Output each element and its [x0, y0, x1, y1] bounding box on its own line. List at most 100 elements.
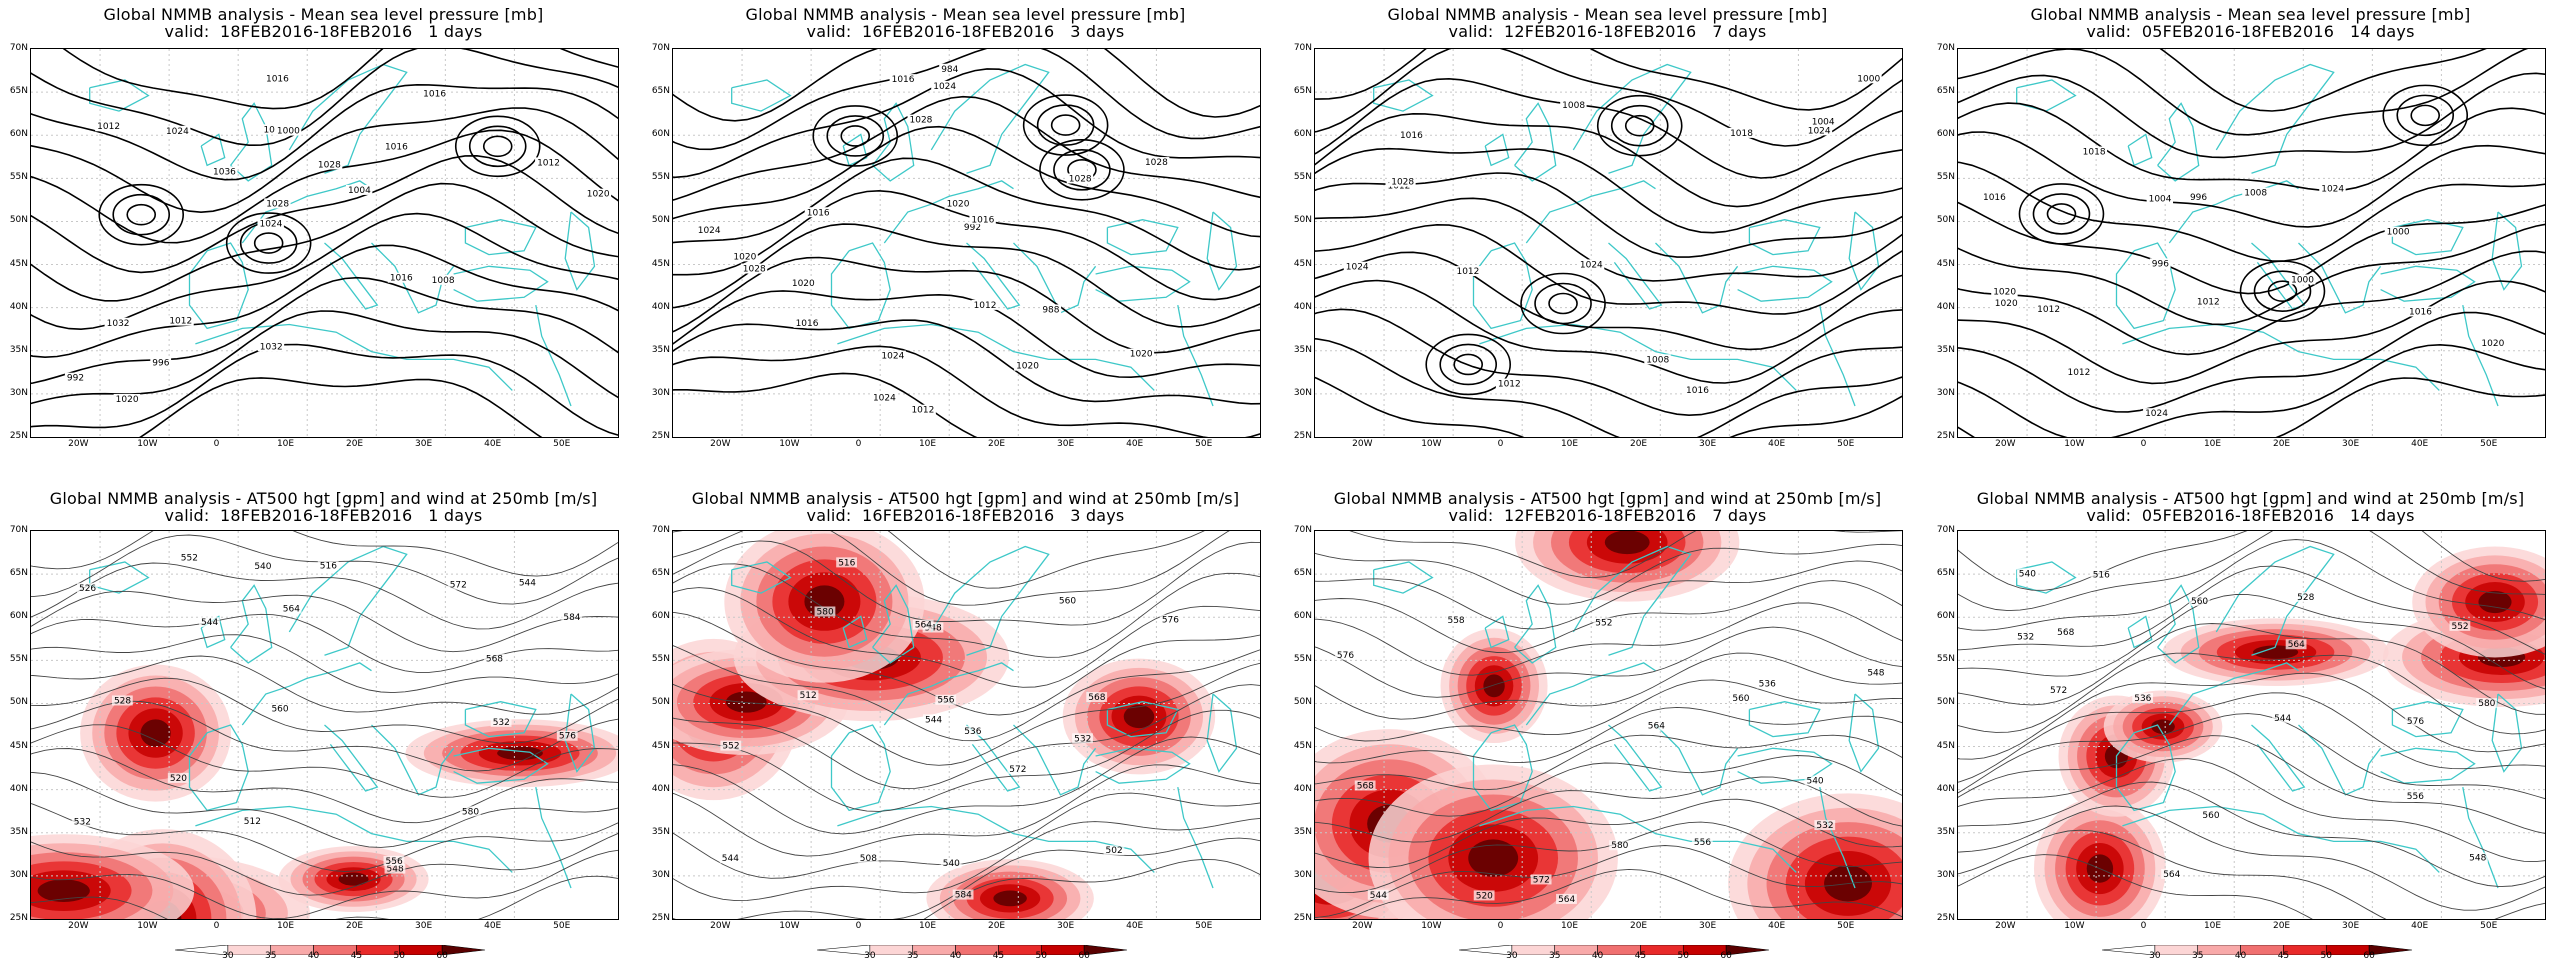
contour-label-bg: [429, 274, 457, 285]
closed-isobar: [1520, 272, 1606, 335]
contour-label-bg: [490, 716, 512, 727]
contour-label: 1004: [2149, 195, 2172, 205]
closed-isobar: [225, 212, 312, 274]
pressure-isobar: [1958, 201, 2545, 295]
longitude-label: 20W: [1995, 921, 2016, 931]
latitude-label: 50N: [9, 697, 28, 708]
coastline: [241, 662, 372, 726]
contour-label: 1024: [2321, 184, 2344, 194]
contour-label: 540: [943, 859, 960, 869]
contour-label: 996: [2190, 193, 2207, 203]
coastline: [830, 242, 891, 330]
pressure-isobar: [31, 83, 618, 181]
contour-label-bg: [1354, 780, 1376, 791]
contour-label-bg: [516, 577, 538, 588]
contour-label: 564: [1648, 722, 1665, 732]
contour-label-bg: [740, 263, 768, 274]
wind-speed-shading: [1483, 674, 1505, 698]
contour-label-bg: [2146, 193, 2174, 204]
height-contour: [1958, 672, 2545, 760]
contour-label: 1012: [2067, 368, 2090, 378]
pressure-isobar: [1315, 308, 1902, 417]
wind-speed-shading: [497, 746, 543, 761]
contour-label-bg: [969, 214, 996, 225]
contour-label-bg: [2467, 852, 2488, 863]
longitude-label: 20E: [345, 921, 364, 931]
contour-label: 996: [2152, 259, 2169, 269]
latitude-label: 40N: [651, 301, 670, 312]
contour-label: 580: [817, 607, 834, 617]
closed-isobar: [1053, 148, 1111, 191]
contour-label: 536: [964, 727, 981, 737]
coastline: [1608, 724, 1663, 792]
coastline: [930, 63, 1050, 174]
colorbar-bin: [441, 944, 486, 956]
coastline: [188, 724, 249, 812]
contour-label: 512: [244, 817, 261, 827]
wind-speed-shading: [338, 872, 369, 886]
latitude-label: 35N: [9, 344, 28, 355]
colorbar-tick-label: 35: [1548, 951, 1561, 961]
map-canvas: 1008 1012 1000 1004 1008 1012 1016 1018 1024 1024…: [1315, 49, 1902, 437]
contour-label: 1004: [1812, 118, 1835, 128]
coastline: [1106, 219, 1179, 256]
contour-label-bg: [1103, 845, 1125, 856]
panel-valid-date: valid: 18FEB2016-18FEB2016 1 days: [164, 506, 483, 525]
contour-label: 560: [2191, 597, 2208, 607]
colorbar-tick-label: 60: [1078, 951, 1090, 961]
contour-label-bg: [315, 159, 343, 170]
contour-label-bg: [2132, 692, 2154, 703]
longitude-label: 10W: [1421, 921, 1442, 931]
longitude-label: 10E: [276, 921, 295, 931]
latitude-label: 65N: [1936, 568, 1955, 579]
longitude-label: 10E: [2203, 439, 2222, 449]
latitude-label: 65N: [1293, 86, 1312, 97]
latitude-label: 70N: [9, 525, 28, 535]
colorbar-strip: [1458, 944, 1770, 956]
contour-label: 1024: [259, 220, 282, 230]
contour-label: 580: [1611, 841, 1628, 851]
map-area: 996 996 1000 1000 1004 1008 1012 1016 1012 1012 10…: [1957, 48, 2546, 438]
latitude-label: 35N: [1293, 826, 1312, 837]
contour-label-bg: [1454, 266, 1481, 277]
latitude-label: 55N: [1936, 172, 1955, 183]
latitude-label: 65N: [1293, 568, 1312, 579]
coastline: [2251, 242, 2306, 310]
contour-label-bg: [384, 863, 406, 874]
longitude-label: 20E: [987, 439, 1006, 449]
latitude-label: 30N: [9, 387, 28, 398]
coastline: [195, 805, 513, 873]
pressure-isobar: [1958, 72, 2545, 159]
contour-label: 1016: [423, 89, 446, 99]
coastline: [1514, 584, 1557, 664]
height-contour: [1349, 531, 1902, 579]
coastline: [464, 701, 537, 738]
pressure-isobar: [31, 276, 618, 385]
height-contour: [31, 655, 618, 715]
contour-label: 544: [519, 578, 536, 588]
latitude-label: 70N: [1293, 43, 1312, 53]
latitude-label: 50N: [9, 215, 28, 226]
pressure-isobar: [1315, 49, 1902, 147]
pressure-isobar: [1958, 377, 2545, 437]
latitude-label: 70N: [651, 43, 670, 53]
latitude-label: 70N: [1293, 525, 1312, 535]
contour-label-bg: [1397, 130, 1425, 141]
contour-label: 1028: [1391, 178, 1414, 188]
closed-isobar: [1534, 282, 1592, 325]
coastline: [535, 304, 572, 407]
contour-label-bg: [2080, 146, 2108, 157]
contour-label-bg: [789, 277, 817, 288]
contour-label: 1008: [2244, 189, 2267, 199]
colorbar-tick-label: 40: [949, 951, 962, 961]
closed-isobar: [2382, 84, 2469, 147]
contour-label: 544: [1370, 891, 1387, 901]
contour-label-bg: [931, 80, 958, 91]
panel-valid-date: valid: 16FEB2016-18FEB2016 3 days: [806, 506, 1125, 525]
height-contour: [1315, 706, 1902, 764]
coastline: [2462, 786, 2499, 889]
pressure-isobar: [673, 68, 1260, 179]
height-contour: [31, 677, 618, 744]
contour-label-bg: [1072, 733, 1093, 744]
coastline: [2391, 219, 2464, 256]
